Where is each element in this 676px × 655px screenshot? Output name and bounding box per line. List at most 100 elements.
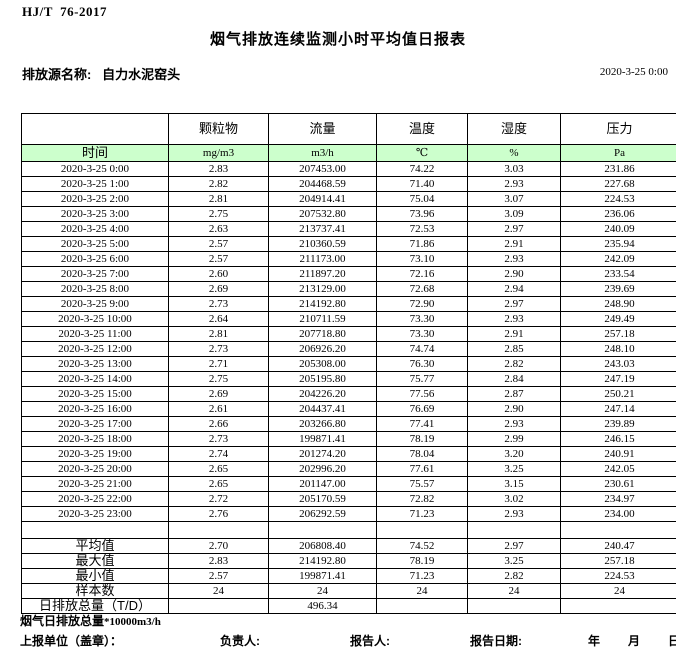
total-cell-pressure [560,598,676,614]
total-cell-flow: 496.34 [268,598,377,614]
cell-pressure: 227.68 [560,176,676,192]
cell-dust: 2.66 [168,416,269,432]
cell-dust: 2.76 [168,506,269,522]
table-summary-row: 平均值 2.70 206808.40 74.52 2.97 240.47 [21,538,676,554]
cell-humidity: 2.93 [467,176,561,192]
table-row: 2020-3-25 2:00 2.81 204914.41 75.04 3.07 224.… [21,191,676,207]
cell-humidity: 2.93 [467,251,561,267]
cell-time: 2020-3-25 5:00 [21,236,169,252]
cell-time: 2020-3-25 3:00 [21,206,169,222]
report-date-label: 报告日期: [470,634,522,648]
cell-dust: 2.82 [168,176,269,192]
summary-cell-temp: 78.19 [376,553,468,569]
cell-pressure: 239.89 [560,416,676,432]
cell-temp: 71.23 [376,506,468,522]
cell-temp: 74.22 [376,161,468,177]
cell-flow: 206926.20 [268,341,377,357]
cell-humidity: 2.93 [467,416,561,432]
summary-cell-temp: 71.23 [376,568,468,584]
cell-dust: 2.69 [168,386,269,402]
footer-signature-line: 上报单位（盖章）： 负责人: 报告人: 报告日期: 年 月 日 [20,632,676,650]
cell-humidity: 3.25 [467,461,561,477]
table-row: 2020-3-25 23:00 2.76 206292.59 71.23 2.93 234… [21,506,676,522]
cell-flow: 213129.00 [268,281,377,297]
cell-time: 2020-3-25 23:00 [21,506,169,522]
cell-humidity: 3.09 [467,206,561,222]
cell-dust: 2.73 [168,296,269,312]
table-header-names-row: 颗粒物 流量 温度 湿度 压力 [21,113,676,145]
cell-humidity: 2.97 [467,221,561,237]
summary-cell-humidity: 24 [467,583,561,599]
total-cell-temp [376,598,468,614]
table-row: 2020-3-25 20:00 2.65 202996.20 77.61 3.25 242… [21,461,676,477]
header-name-pressure: 压力 [560,113,676,145]
cell-dust: 2.63 [168,221,269,237]
emission-source-label: 排放源名称: 自力水泥窑头 [22,67,181,82]
cell-temp: 73.96 [376,206,468,222]
summary-cell-flow: 199871.41 [268,568,377,584]
cell-humidity: 3.02 [467,491,561,507]
cell-dust: 2.65 [168,461,269,477]
cell-dust: 2.81 [168,191,269,207]
cell-dust [168,521,269,539]
header-unit-time: 时间 [21,144,169,162]
summary-cell-flow: 214192.80 [268,553,377,569]
cell-dust: 2.65 [168,476,269,492]
cell-humidity: 3.15 [467,476,561,492]
cell-time: 2020-3-25 22:00 [21,491,169,507]
cell-pressure: 234.00 [560,506,676,522]
cell-flow: 201274.20 [268,446,377,462]
cell-pressure: 250.21 [560,386,676,402]
table-row: 2020-3-25 3:00 2.75 207532.80 73.96 3.09 236.… [21,206,676,222]
cell-humidity: 3.20 [467,446,561,462]
cell-pressure: 246.15 [560,431,676,447]
cell-flow: 207718.80 [268,326,377,342]
header-name-time [21,113,169,145]
table-row: 2020-3-25 4:00 2.63 213737.41 72.53 2.97 240.… [21,221,676,237]
cell-temp: 72.82 [376,491,468,507]
cell-pressure: 257.18 [560,326,676,342]
cell-time: 2020-3-25 16:00 [21,401,169,417]
cell-temp: 75.57 [376,476,468,492]
cell-temp: 72.53 [376,221,468,237]
cell-flow: 203266.80 [268,416,377,432]
header-unit-dust: mg/m3 [168,144,269,162]
table-blank-row [21,521,676,539]
table-row: 2020-3-25 10:00 2.64 210711.59 73.30 2.93 249… [21,311,676,327]
cell-temp: 73.10 [376,251,468,267]
cell-humidity: 2.91 [467,236,561,252]
cell-humidity: 2.94 [467,281,561,297]
cell-humidity: 2.90 [467,401,561,417]
cell-flow: 214192.80 [268,296,377,312]
summary-cell-dust: 2.57 [168,568,269,584]
cell-flow: 210360.59 [268,236,377,252]
cell-temp: 78.04 [376,446,468,462]
cell-humidity: 2.90 [467,266,561,282]
table-row: 2020-3-25 17:00 2.66 203266.80 77.41 2.93 239… [21,416,676,432]
cell-humidity: 3.07 [467,191,561,207]
cell-time: 2020-3-25 9:00 [21,296,169,312]
cell-temp: 72.90 [376,296,468,312]
cell-dust: 2.57 [168,251,269,267]
footer-note: 烟气日排放总量*10000m3/h [20,614,676,630]
summary-cell-dust: 2.83 [168,553,269,569]
total-cell-humidity [467,598,561,614]
cell-pressure: 242.09 [560,251,676,267]
cell-flow: 204226.20 [268,386,377,402]
cell-pressure: 230.61 [560,476,676,492]
cell-flow: 205195.80 [268,371,377,387]
report-datetime: 2020-3-25 0:00 [599,66,668,78]
cell-flow: 207453.00 [268,161,377,177]
cell-humidity [467,521,561,539]
table-row: 2020-3-25 1:00 2.82 204468.59 71.40 2.93 227.… [21,176,676,192]
cell-humidity: 2.84 [467,371,561,387]
cell-time: 2020-3-25 21:00 [21,476,169,492]
summary-cell-dust: 24 [168,583,269,599]
cell-time: 2020-3-25 12:00 [21,341,169,357]
cell-flow: 204437.41 [268,401,377,417]
table-row: 2020-3-25 14:00 2.75 205195.80 75.77 2.84 247… [21,371,676,387]
cell-temp: 73.30 [376,311,468,327]
cell-pressure: 249.49 [560,311,676,327]
summary-cell-temp: 24 [376,583,468,599]
cell-time: 2020-3-25 4:00 [21,221,169,237]
